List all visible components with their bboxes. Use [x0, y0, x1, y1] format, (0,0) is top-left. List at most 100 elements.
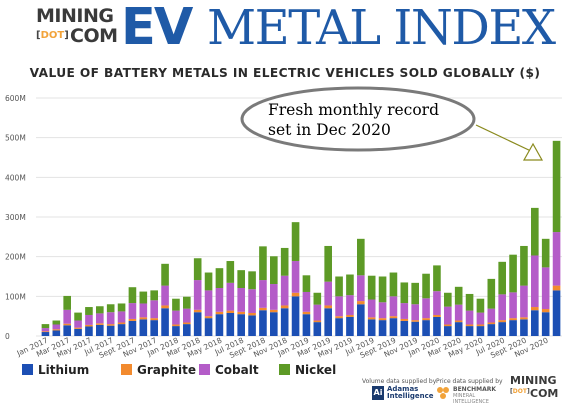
bar-nickel — [346, 274, 354, 296]
bar-graphite — [400, 318, 409, 321]
bar-cobalt — [139, 303, 148, 318]
bar-cobalt — [74, 320, 82, 328]
bar-graphite — [74, 327, 82, 329]
adamas-name: Adamas — [387, 385, 419, 393]
bar-lithium — [172, 326, 180, 336]
benchmark-name: BENCHMARK — [453, 386, 497, 393]
bar-lithium — [302, 314, 311, 336]
bar-graphite — [346, 314, 354, 317]
bar-graphite — [476, 324, 485, 327]
bar-nickel — [335, 276, 343, 297]
bar-lithium — [367, 319, 376, 336]
footer-com-text: COM — [530, 387, 559, 400]
price-supplier-note: Price data supplied by — [436, 378, 503, 385]
callout-pointer-triangle — [522, 142, 544, 161]
bar-graphite — [454, 320, 463, 323]
footer-dot-text: [DOT] — [510, 388, 530, 395]
bar-graphite — [520, 317, 528, 320]
bar-nickel — [52, 320, 61, 325]
benchmark-logo: BENCHMARK MINERAL INTELLIGENCE — [436, 386, 506, 405]
bar-lithium — [487, 324, 496, 336]
bar-cobalt — [552, 232, 561, 286]
legend-label-cobalt: Cobalt — [215, 363, 259, 377]
bar-nickel — [237, 270, 245, 288]
logo-metal-index-text: METAL INDEX — [207, 0, 556, 56]
bar-nickel — [400, 282, 409, 304]
bar-graphite — [487, 322, 496, 325]
bar-nickel — [74, 312, 82, 321]
benchmark-mark-icon — [437, 387, 449, 399]
bar-graphite — [291, 292, 300, 297]
bar-cobalt — [433, 291, 441, 315]
bar-lithium — [96, 324, 104, 336]
bar-cobalt — [96, 313, 104, 324]
bar-graphite — [128, 318, 137, 321]
bar-graphite — [63, 323, 71, 326]
chart-title: VALUE OF BATTERY METALS IN ELECTRIC VEHI… — [29, 66, 541, 80]
bar-nickel — [139, 291, 148, 304]
bar-cobalt — [313, 304, 322, 321]
bar-cobalt — [335, 296, 343, 317]
bar-graphite — [302, 311, 311, 315]
bar-cobalt — [367, 299, 376, 318]
bar-lithium — [476, 326, 485, 336]
bar-lithium — [161, 308, 169, 336]
adamas-mark: Ai — [372, 386, 384, 400]
bar-cobalt — [422, 298, 430, 319]
legend-item-lithium: Lithium — [22, 363, 89, 377]
bar-nickel — [215, 268, 224, 288]
legend-label-lithium: Lithium — [38, 363, 90, 377]
bar-cobalt — [270, 284, 278, 310]
legend-swatch-graphite — [121, 364, 132, 375]
bar-nickel — [193, 258, 202, 281]
logo-ev-text: EV — [121, 0, 193, 57]
bar-lithium — [357, 304, 365, 336]
bar-cobalt — [531, 255, 539, 308]
bar-lithium — [226, 312, 235, 336]
bar-graphite — [552, 285, 561, 291]
bar-nickel — [259, 246, 267, 281]
bar-graphite — [139, 317, 148, 320]
footer-mining-text: MINING — [510, 374, 557, 387]
bar-cobalt — [400, 303, 409, 319]
bar-nickel — [509, 254, 517, 293]
bar-nickel — [498, 261, 506, 295]
bar-cobalt — [476, 312, 485, 325]
bar-cobalt — [498, 294, 506, 321]
bar-cobalt — [193, 280, 202, 310]
bar-lithium — [204, 318, 213, 336]
callout-line-2: set in Dec 2020 — [268, 121, 391, 139]
bar-cobalt — [183, 308, 191, 323]
callout-pointer-line — [475, 124, 534, 153]
bar-cobalt — [41, 328, 50, 332]
bar-graphite — [498, 320, 506, 323]
bar-graphite — [433, 314, 441, 317]
bar-lithium — [433, 316, 441, 336]
bar-lithium — [248, 315, 256, 336]
bar-nickel — [389, 272, 398, 297]
y-axis-labels: 0 100M 200M 300M 400M 500M 600M — [5, 94, 26, 341]
bar-lithium — [313, 322, 322, 336]
bar-lithium — [237, 314, 245, 336]
bar-cobalt — [444, 306, 452, 325]
bar-nickel — [204, 272, 213, 291]
bar-lithium — [41, 332, 50, 336]
bar-graphite — [215, 311, 224, 315]
bar-nickel — [357, 238, 365, 276]
bar-cobalt — [389, 296, 398, 317]
bar-nickel — [280, 247, 289, 276]
bar-lithium — [117, 324, 126, 336]
bar-nickel — [422, 273, 430, 299]
bar-lithium — [324, 308, 332, 336]
bar-graphite — [248, 312, 256, 316]
bar-graphite — [465, 324, 474, 327]
bar-nickel — [444, 292, 452, 307]
bar-nickel — [161, 263, 169, 286]
benchmark-sub-2: INTELLIGENCE — [453, 399, 489, 405]
bar-cobalt — [541, 267, 550, 310]
bar-nickel — [226, 261, 235, 283]
bar-nickel — [367, 275, 376, 300]
bar-cobalt — [411, 304, 419, 321]
bar-lithium — [552, 290, 561, 336]
legend-label-graphite: Graphite — [137, 363, 196, 377]
